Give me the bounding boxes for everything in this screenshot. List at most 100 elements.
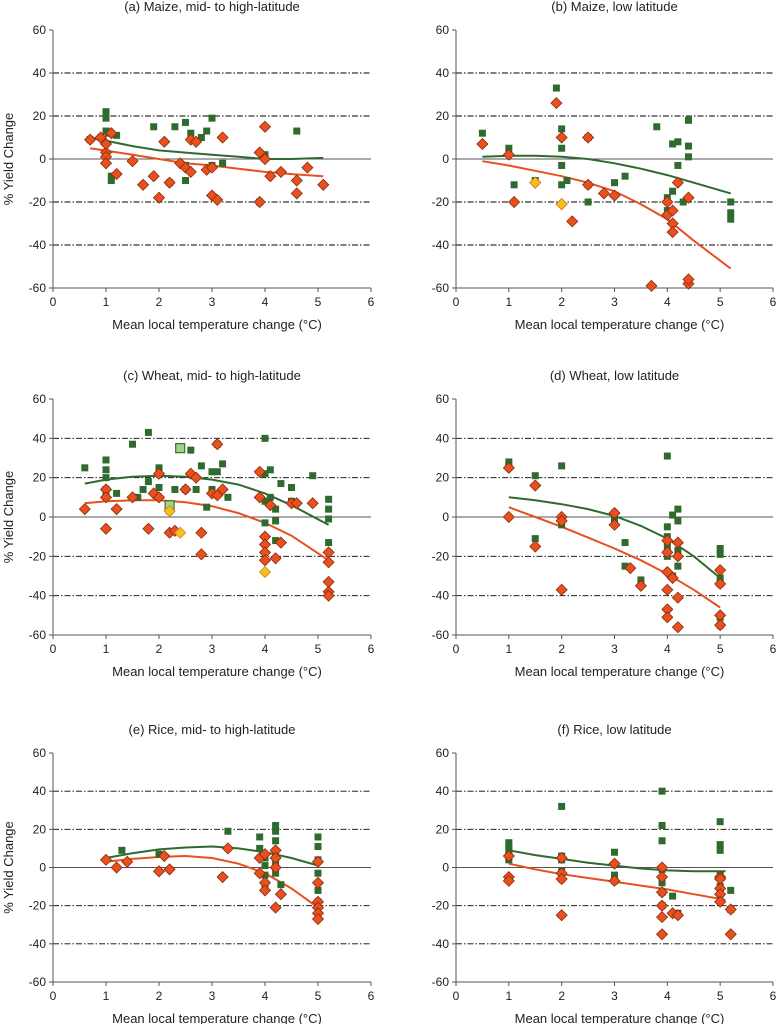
x-tick-label: 1 — [103, 642, 110, 656]
data-point-square — [684, 142, 692, 150]
x-axis-label: Mean local temperature change (°C) — [515, 664, 725, 679]
data-point-highlight-diamond — [163, 505, 176, 518]
data-point-square — [674, 517, 682, 525]
y-tick-label: -20 — [29, 899, 47, 913]
data-point-square — [663, 523, 671, 531]
fit-line — [508, 506, 721, 609]
x-tick-label: 3 — [611, 642, 618, 656]
data-point-diamond — [216, 870, 229, 884]
data-point-diamond — [253, 491, 266, 504]
data-point-square — [558, 125, 566, 133]
y-tick-label: -60 — [29, 628, 47, 642]
x-tick-label: 5 — [315, 989, 322, 1003]
data-point-square — [674, 161, 682, 169]
data-point-diamond — [152, 865, 166, 878]
data-point-square — [277, 480, 285, 488]
x-tick-label: 5 — [315, 642, 322, 656]
data-point-highlight-square — [175, 443, 186, 454]
data-point-square — [727, 886, 735, 894]
data-point-square — [611, 179, 618, 187]
data-point-diamond — [163, 863, 176, 876]
x-tick-label: 2 — [558, 989, 565, 1003]
data-point-diamond — [655, 870, 669, 884]
y-tick-label: -60 — [432, 975, 450, 989]
x-axis-label: Mean local temperature change (°C) — [515, 1011, 725, 1024]
data-point-square — [219, 460, 227, 468]
data-point-diamond — [253, 867, 266, 880]
data-point-diamond — [322, 589, 335, 602]
y-tick-label: 40 — [436, 66, 450, 80]
data-point-diamond — [671, 591, 684, 604]
data-point-square — [558, 802, 566, 810]
x-tick-label: 3 — [611, 989, 618, 1003]
data-point-diamond — [190, 471, 203, 484]
x-tick-label: 0 — [453, 642, 460, 656]
data-point-diamond — [597, 187, 610, 200]
data-point-diamond — [714, 577, 727, 590]
y-tick-label: -20 — [432, 899, 450, 913]
x-tick-label: 2 — [156, 989, 163, 1003]
data-point-diamond — [110, 503, 123, 516]
data-point-square — [658, 822, 666, 830]
data-point-diamond — [529, 540, 542, 553]
data-point-diamond — [78, 503, 91, 516]
data-point-square — [155, 850, 163, 858]
data-point-square — [505, 839, 513, 847]
y-tick-label: 0 — [442, 510, 449, 524]
data-point-square — [219, 159, 227, 167]
data-point-square — [325, 505, 333, 513]
data-point-square — [325, 515, 333, 523]
data-point-highlight-diamond — [258, 566, 272, 579]
x-tick-label: 3 — [209, 642, 216, 656]
data-point-square — [182, 118, 189, 126]
data-point-square — [197, 462, 205, 470]
data-point-highlight-diamond — [529, 176, 542, 189]
data-point-diamond — [258, 884, 272, 897]
data-point-diamond — [624, 562, 637, 575]
data-point-square — [272, 822, 280, 830]
fit-line — [105, 845, 319, 867]
y-tick-label: 20 — [33, 471, 47, 485]
data-point-square — [102, 474, 110, 482]
data-point-square — [674, 562, 682, 570]
y-tick-label: 40 — [436, 784, 450, 798]
data-point-square — [505, 843, 513, 851]
panel-title: (e) Rice, mid- to high-latitude — [129, 722, 296, 737]
panel-3: (d) Wheat, low latitude -60 -40 -20 0 20 40 60 0… — [432, 368, 777, 679]
data-point-square — [558, 144, 566, 152]
data-point-square — [314, 869, 322, 877]
data-point-diamond — [99, 157, 113, 170]
data-point-diamond — [311, 876, 325, 889]
data-point-diamond — [555, 583, 568, 596]
panel-0: (a) Maize, mid- to high-latitude -60 -40 -2… — [1, 0, 375, 332]
data-point-square — [261, 862, 269, 870]
data-point-diamond — [258, 554, 272, 567]
data-point-diamond — [661, 583, 674, 596]
y-tick-label: 60 — [436, 23, 450, 37]
data-point-diamond — [152, 467, 166, 480]
data-point-square — [663, 452, 671, 460]
data-point-diamond — [666, 204, 679, 217]
data-point-diamond — [582, 178, 595, 191]
data-point-diamond — [179, 483, 192, 496]
data-point-square — [716, 550, 724, 558]
data-point-square — [552, 84, 560, 92]
data-point-diamond — [311, 855, 325, 868]
data-point-diamond — [253, 195, 266, 209]
data-point-diamond — [661, 195, 674, 209]
data-point-diamond — [274, 888, 287, 901]
data-point-diamond — [502, 874, 515, 887]
data-point-square — [139, 485, 147, 493]
data-point-diamond — [608, 518, 621, 531]
data-point-square — [150, 123, 158, 131]
data-point-square — [113, 489, 121, 497]
data-point-diamond — [555, 514, 568, 527]
data-point-diamond — [264, 499, 277, 512]
data-point-diamond — [655, 886, 669, 899]
y-tick-label: 60 — [33, 746, 47, 760]
data-point-diamond — [126, 491, 139, 504]
x-tick-label: 4 — [664, 989, 671, 1003]
data-point-diamond — [671, 550, 684, 563]
data-point-diamond — [301, 161, 314, 174]
data-point-diamond — [211, 438, 224, 451]
